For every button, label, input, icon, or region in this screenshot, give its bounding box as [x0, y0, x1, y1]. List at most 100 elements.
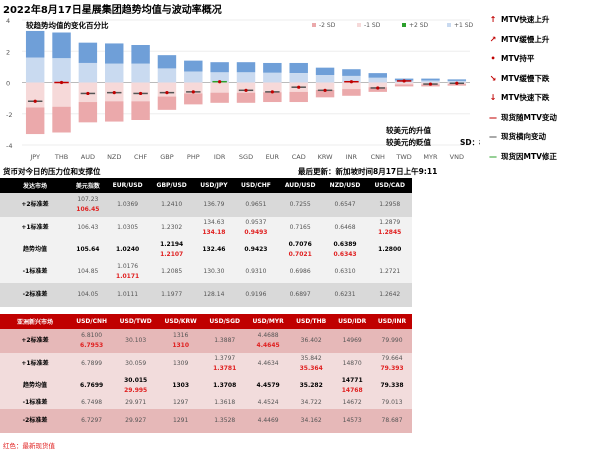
bar-minus2sd [236, 92, 256, 103]
level-value: 35.282 [299, 382, 323, 389]
level-value: 79.664 [381, 355, 403, 362]
bar-minus2sd [289, 91, 308, 103]
flat-dot-icon: • [490, 54, 496, 64]
level-value: 0.9651 [245, 201, 267, 208]
column-header: USD/TWD [113, 314, 159, 329]
column-header: USD/SGD [203, 314, 247, 329]
bar-plus2sd [25, 30, 45, 58]
level-value: 36.402 [300, 337, 322, 344]
level-value: 105.64 [76, 246, 100, 253]
bar-minus2sd [184, 93, 203, 105]
table-cell: 78.687 [372, 409, 412, 433]
chart-subtitle: 较趋势均值的变化百分比 [26, 20, 109, 30]
bar-minus2sd [342, 89, 361, 96]
table-cell: 35.282 [290, 375, 332, 397]
level-value: 0.6986 [289, 268, 311, 275]
table-cell: 0.6897 [278, 283, 323, 307]
bar-plus1sd [78, 62, 98, 83]
bar-plus2sd [342, 69, 361, 76]
table-cell: 136.79 [194, 193, 234, 217]
column-header: EUR/USD [105, 178, 150, 193]
table-cell: 104.85 [70, 261, 106, 283]
table-cell: 0.6468 [323, 217, 368, 239]
level-value: 1.3708 [213, 382, 237, 389]
table-row: -2标准差 104.05 1.0111 1.1977 128.14 0.9196 0.689… [0, 283, 412, 307]
column-header: USD/CAD [367, 178, 412, 193]
arrow-down-slow-icon: ↘ [489, 73, 497, 83]
bar-plus1sd [236, 72, 256, 83]
bar-minus1sd [236, 82, 256, 93]
mtv-marker [270, 90, 274, 94]
bar-minus1sd [342, 82, 361, 90]
table-row: +1标准差 106.43 1.0305 1.2302 134.63 134.18 0.953… [0, 217, 412, 239]
mtv-marker [402, 79, 406, 83]
table-cell: 1.0240 [106, 239, 150, 261]
level-value: 1316 [173, 332, 189, 339]
column-header: USD/THB [290, 314, 333, 329]
bar-plus2sd [368, 73, 387, 78]
column-header: USD/MYR [246, 314, 291, 329]
bar-plus2sd [131, 45, 150, 64]
legend-swatch [402, 23, 406, 27]
level-value: 30.059 [125, 360, 147, 367]
bar-minus2sd [105, 101, 124, 122]
legend-item-label: MTV快速下跌 [501, 93, 550, 103]
table-cell: 4.4579 [246, 375, 290, 397]
level-value: 4.4524 [257, 399, 279, 406]
table-cell: 1.2800 [367, 239, 412, 261]
level-value: 30.103 [125, 337, 147, 344]
table-cell: 79.338 [372, 375, 412, 397]
row-label: +2标准差 [21, 201, 49, 208]
legend-item: ↘ MTV缓慢下跌 [485, 69, 557, 89]
bar-minus2sd [263, 92, 282, 103]
table-cell: 34.722 [290, 397, 332, 409]
column-header: AUD/USD [277, 178, 323, 193]
table-cell: 0.9310 [234, 261, 278, 283]
level-value: 0.6310 [334, 268, 356, 275]
x-tick-label: AUD [81, 153, 95, 161]
legend: ↑ MTV快速上升 ↗ MTV缓慢上升 • MTV持平 ↘ MTV缓慢下跌 ↓ MTV快速下跌 — 现… [485, 10, 557, 166]
table-cell: 1.2721 [367, 261, 412, 283]
level-value: 0.6897 [289, 291, 311, 298]
level-value: 1.2958 [379, 201, 401, 208]
table-cell: 29.971 [113, 397, 158, 409]
level-value: 1291 [173, 417, 189, 424]
level-value: 1.3618 [214, 399, 236, 406]
level-value: 0.9310 [245, 268, 267, 275]
level-value: 79.013 [381, 399, 403, 406]
legend-label: +2 SD [409, 22, 429, 29]
bar-plus1sd [421, 80, 440, 83]
table-cell: 6.7899 [70, 353, 113, 375]
legend-item-label: 现货横向变动 [501, 132, 546, 142]
table-cell: 1.3708 [203, 375, 246, 397]
bar-plus1sd [184, 71, 203, 83]
trend-chart: 4 2 0 -2 -4 JPY THB AUD NZD CHF GBP PHP IDR SGD EUR CAD… [6, 17, 480, 161]
level-value: 1.2721 [379, 268, 401, 275]
table-cell: 1.3797 1.3781 [203, 353, 246, 375]
column-header: NZD/USD [322, 178, 368, 193]
bar-plus1sd [210, 72, 229, 83]
arrow-up-slow-icon: ↗ [489, 34, 497, 44]
table-cell: 34.162 [290, 409, 332, 433]
table-cell: 14969 [332, 329, 372, 353]
section-title: 货币对今日的压力位和支撑位 [3, 167, 101, 176]
table-cell: 4.4524 [246, 397, 290, 409]
latest-spot-value: 134.18 [202, 229, 226, 236]
x-tick-label: CHF [134, 153, 147, 161]
table-cell: 0.6986 [278, 261, 323, 283]
legend-item-label: 现货因MTV修正 [501, 151, 557, 161]
legend-item: • MTV持平 [485, 49, 557, 69]
bar-plus1sd [131, 63, 150, 83]
table-cell: 79.664 79.393 [372, 353, 412, 375]
level-value: 4.4469 [257, 417, 279, 424]
y-tick-label: 4 [6, 17, 10, 25]
level-value: 0.6468 [334, 224, 356, 231]
x-tick-label: SGD [239, 153, 253, 161]
level-value: 1.3797 [214, 355, 236, 362]
table-row: -1标准差 6.7498 29.971 1297 1.3618 4.4524 34.722 1… [0, 397, 412, 409]
legend-item-label: MTV缓慢下跌 [501, 73, 550, 83]
footnote: 红色：最新现货值 [3, 442, 55, 450]
annotation: 较美元的升值 [386, 125, 431, 135]
table-cell: 1303 [158, 375, 203, 397]
mtv-marker [244, 88, 248, 92]
